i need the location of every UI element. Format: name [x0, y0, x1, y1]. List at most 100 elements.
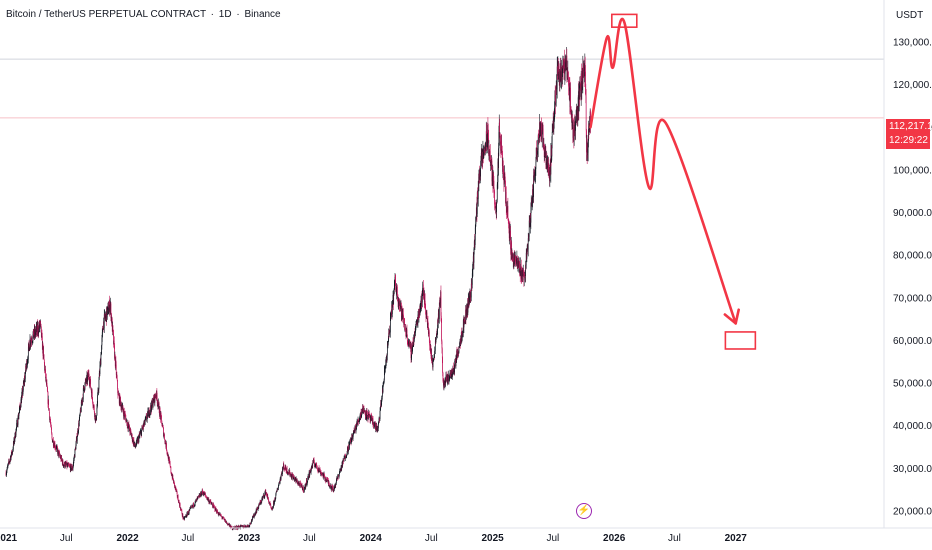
candle-body	[436, 329, 438, 335]
candle-body	[532, 189, 533, 204]
candle-body	[123, 410, 125, 414]
candle	[71, 468, 72, 472]
candle	[299, 480, 301, 488]
candle-body	[154, 394, 156, 397]
candle-body	[106, 310, 108, 318]
candle	[145, 416, 147, 421]
candle-body	[72, 463, 74, 467]
candle-body	[207, 497, 209, 501]
candle-body	[166, 450, 168, 452]
candle-body	[254, 514, 255, 517]
candle	[205, 492, 206, 498]
candle	[308, 476, 310, 481]
candle-body	[25, 365, 26, 374]
candle-body	[252, 516, 253, 521]
candle-body	[111, 318, 113, 332]
candle-body	[514, 257, 516, 262]
candle	[248, 524, 249, 528]
candle-body	[73, 459, 75, 461]
candle-body	[363, 407, 365, 412]
candle-body	[165, 440, 166, 444]
candle	[477, 180, 479, 207]
candle	[141, 430, 142, 437]
candle-body	[82, 388, 84, 400]
candle-body	[209, 501, 211, 503]
candle-body	[245, 526, 246, 528]
candle-body	[152, 404, 154, 408]
candle	[141, 424, 143, 429]
candle-body	[393, 290, 395, 294]
candle-body	[17, 416, 19, 425]
candle-body	[383, 370, 385, 381]
candle-body	[285, 469, 287, 471]
candle	[294, 479, 296, 482]
candle-body	[300, 482, 301, 484]
candle-body	[327, 479, 329, 482]
candle-body	[336, 480, 337, 483]
candle-body	[371, 416, 372, 419]
candle	[156, 392, 158, 407]
candle	[121, 403, 123, 410]
candle-body	[461, 336, 463, 341]
candle-body	[309, 470, 311, 476]
candle-body	[121, 408, 123, 411]
candle-body	[210, 501, 212, 503]
candle-body	[518, 267, 520, 268]
candle-body	[303, 490, 305, 492]
candle-body	[454, 358, 456, 364]
candle-body	[447, 375, 449, 382]
candle	[413, 334, 415, 348]
candle-body	[164, 434, 165, 440]
candle-body	[388, 332, 390, 339]
candle-body	[542, 127, 544, 129]
candle-body	[299, 482, 301, 487]
candle-body	[124, 414, 126, 416]
candle-body	[15, 429, 17, 436]
candle-body	[56, 446, 58, 450]
candle	[396, 283, 398, 300]
candle-body	[257, 506, 259, 510]
candle-body	[58, 452, 60, 456]
candle-body	[226, 522, 228, 524]
candle-body	[148, 411, 149, 417]
candle	[406, 334, 408, 346]
candle-body	[197, 496, 199, 498]
candle-body	[449, 373, 451, 378]
candle-body	[212, 504, 213, 507]
candle-body	[174, 485, 176, 489]
candle-body	[193, 506, 195, 507]
candle-body	[136, 440, 137, 445]
candle-body	[397, 296, 399, 303]
candle-body	[350, 439, 351, 441]
candle	[376, 424, 378, 433]
candle-body	[144, 418, 146, 423]
candle-body	[379, 408, 381, 411]
candle	[226, 521, 228, 523]
candle-body	[105, 315, 106, 319]
candle-body	[192, 505, 194, 507]
candle-body	[195, 500, 197, 501]
candle-body	[51, 429, 52, 434]
candle-body	[83, 387, 85, 391]
candle	[297, 479, 298, 485]
candle	[140, 428, 141, 434]
candle	[166, 442, 167, 452]
candle-body	[454, 358, 456, 361]
candle-body	[324, 475, 326, 479]
candle	[412, 337, 414, 348]
candle	[259, 499, 261, 506]
candle-body	[84, 383, 86, 390]
candle-body	[471, 283, 472, 285]
candle-body	[248, 525, 249, 527]
candle-body	[376, 428, 377, 430]
candle-body	[176, 491, 178, 497]
candle-body	[35, 332, 36, 335]
candle-body	[39, 324, 41, 328]
candle	[447, 374, 449, 384]
candle-body	[93, 406, 95, 413]
candle	[282, 466, 283, 477]
candle-body	[488, 145, 490, 155]
candle	[417, 310, 419, 328]
candle	[209, 501, 211, 505]
